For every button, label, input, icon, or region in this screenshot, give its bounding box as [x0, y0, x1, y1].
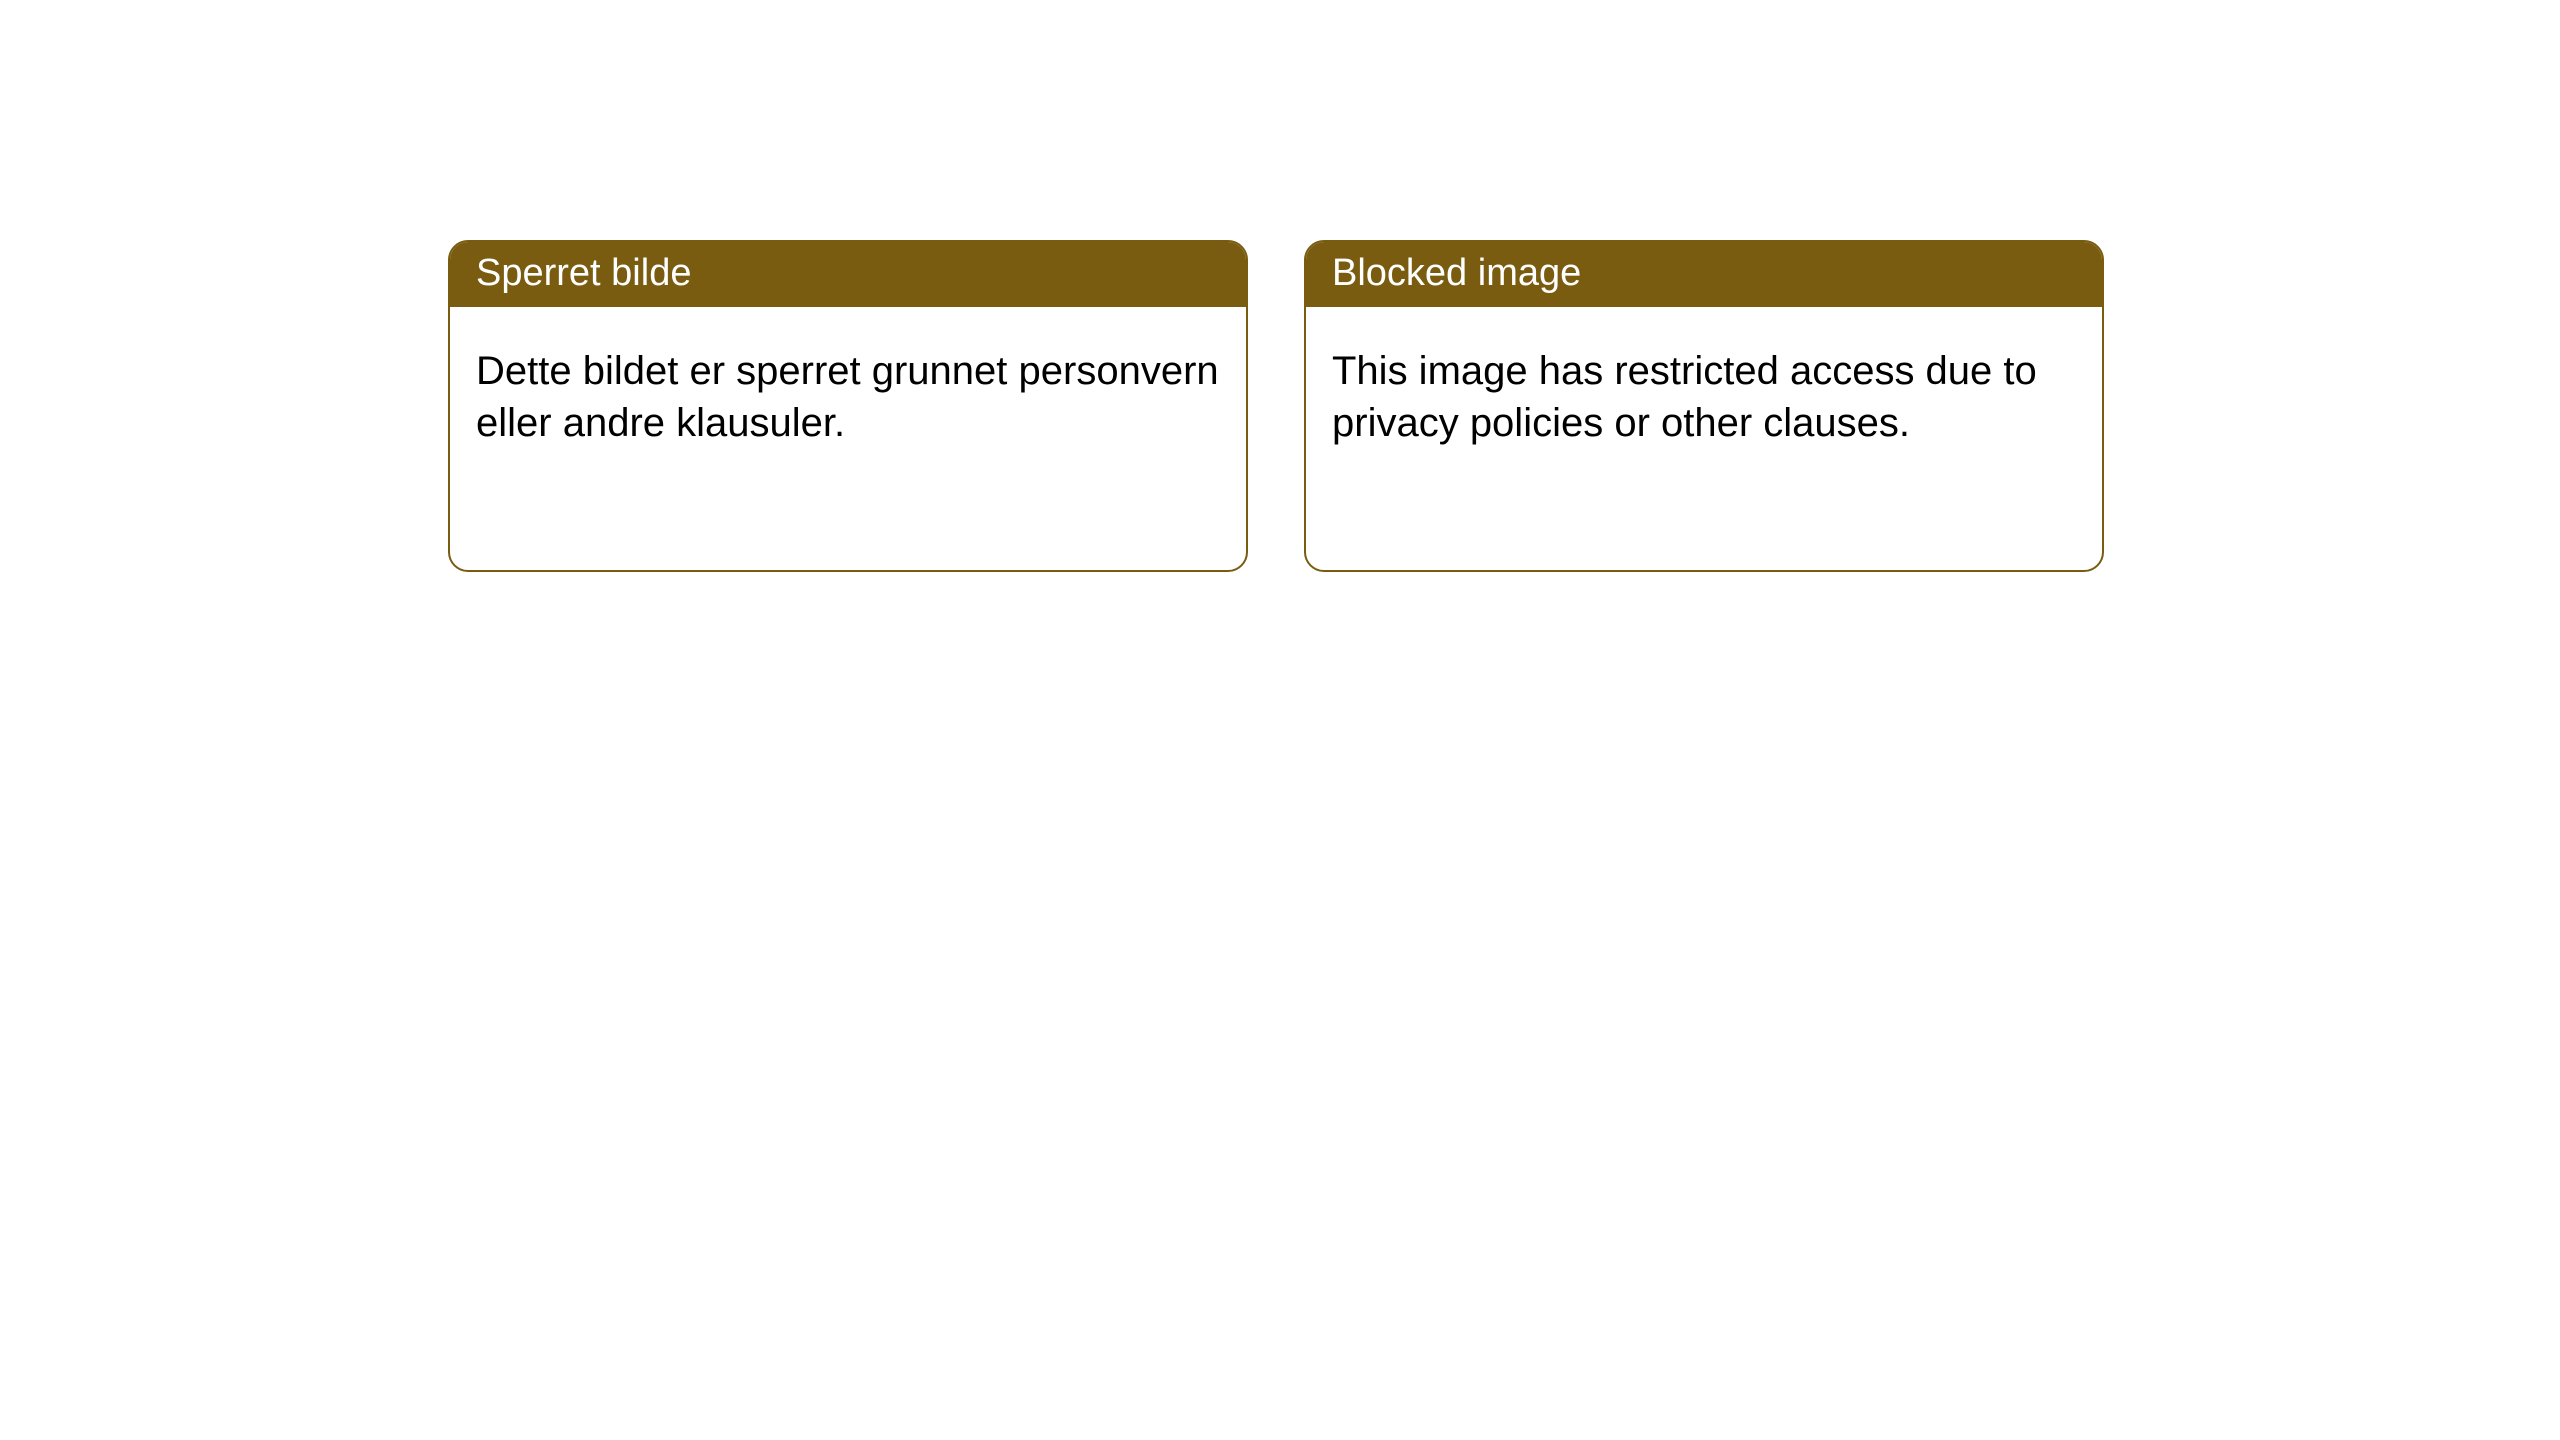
blocked-image-card-no: Sperret bilde Dette bildet er sperret gr…: [448, 240, 1248, 572]
card-body-text: This image has restricted access due to …: [1306, 307, 2102, 487]
card-title: Sperret bilde: [450, 242, 1246, 307]
card-title: Blocked image: [1306, 242, 2102, 307]
blocked-image-card-en: Blocked image This image has restricted …: [1304, 240, 2104, 572]
card-body-text: Dette bildet er sperret grunnet personve…: [450, 307, 1246, 487]
notice-cards-container: Sperret bilde Dette bildet er sperret gr…: [0, 0, 2560, 572]
